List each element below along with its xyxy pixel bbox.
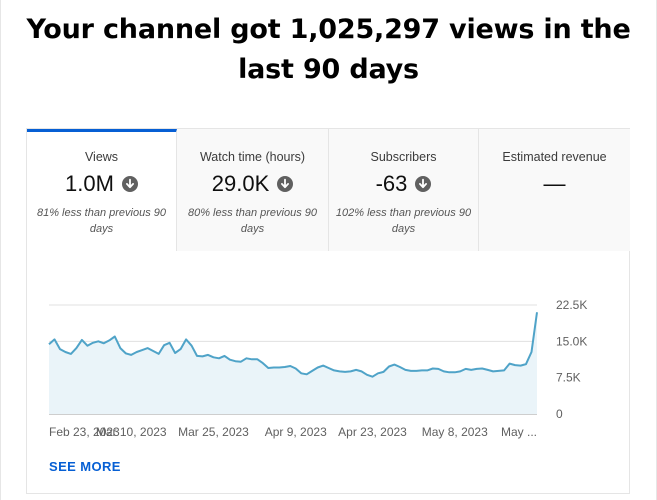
tab-value: — [543, 171, 566, 196]
tab-value-row: 29.0K [177, 169, 328, 199]
series-line [48, 312, 538, 378]
tab-views[interactable]: Views 1.0M 81% less than previous 90 day… [27, 129, 177, 251]
tab-title: Views [84, 150, 119, 164]
x-tick-label: Mar 10, 2023 [96, 425, 167, 439]
arrow-down-circle-icon [121, 176, 138, 192]
tab-value-row: -63 [329, 169, 478, 199]
tab-title: Watch time (hours) [199, 150, 306, 164]
tab-title: Subscribers [370, 150, 437, 164]
tab-comparison: 102% less than previous 90 days [335, 207, 472, 235]
tab-value-row: — [479, 169, 630, 199]
tab-value: 1.0M [65, 171, 114, 196]
x-tick-label: May 8, 2023 [422, 425, 488, 439]
views-headline: Your channel got 1,025,297 views in the … [26, 14, 631, 85]
series-area [49, 312, 537, 414]
arrow-down-circle-icon [277, 176, 294, 192]
tab-comparison: 80% less than previous 90 days [187, 207, 318, 235]
x-tick-label: Feb 23, 2023 [49, 425, 120, 439]
arrow-down-circle-icon [415, 176, 432, 192]
metric-tabs: Views 1.0M 81% less than previous 90 day… [27, 129, 630, 251]
left-frame-edge [0, 0, 1, 500]
tab-estimated-revenue[interactable]: Estimated revenue — [479, 129, 630, 251]
tab-value: 29.0K [211, 171, 270, 196]
tab-comparison: 81% less than previous 90 days [36, 207, 167, 235]
see-more-link[interactable]: SEE MORE [49, 459, 121, 474]
x-tick-label: Mar 25, 2023 [178, 425, 249, 439]
analytics-card: Views 1.0M 81% less than previous 90 day… [26, 128, 630, 494]
y-tick-label: 22.5K [556, 298, 587, 312]
tab-value: -63 [375, 171, 408, 196]
y-tick-label: 0 [556, 407, 563, 421]
x-tick-label: Apr 9, 2023 [265, 425, 327, 439]
tab-watch-time[interactable]: Watch time (hours) 29.0K 80% less than p… [177, 129, 329, 251]
y-tick-label: 7.5K [556, 371, 581, 385]
tab-subscribers[interactable]: Subscribers -63 102% less than previous … [329, 129, 479, 251]
x-tick-label: Apr 23, 2023 [338, 425, 407, 439]
tab-value-row: 1.0M [27, 169, 176, 199]
y-tick-label: 15.0K [556, 334, 587, 348]
x-tick-label: May ... [501, 425, 537, 439]
tab-title: Estimated revenue [502, 150, 607, 164]
